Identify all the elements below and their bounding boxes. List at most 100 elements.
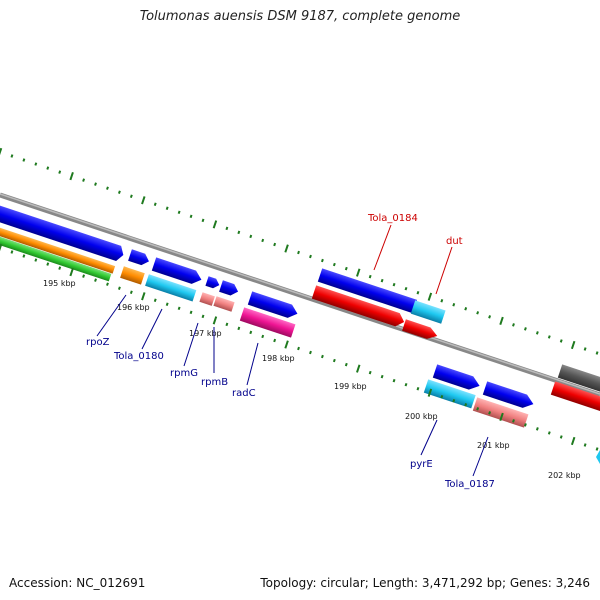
ruler-tick (106, 186, 109, 190)
feature-salmon-rpmb (213, 296, 235, 312)
ruler-tick (297, 250, 300, 255)
gene-label-tola0187: Tola_0187 (444, 479, 495, 490)
feature-red-1 (311, 285, 405, 327)
ruler-tick (380, 374, 384, 379)
ruler-tick (320, 354, 324, 359)
ruler-tick (212, 316, 218, 325)
leader-dut (435, 246, 453, 295)
ruler-tick (488, 315, 492, 319)
ruler-label-201: 201 kbp (477, 441, 510, 450)
ruler-tick (34, 258, 38, 262)
ruler-tick (499, 316, 504, 325)
ruler-tick (46, 166, 50, 170)
ruler-tick (10, 250, 14, 254)
ruler-tick (309, 254, 312, 259)
ruler-tick (237, 230, 241, 235)
ruler-tick (535, 427, 539, 431)
ruler-tick (427, 292, 433, 301)
gene-label-tola0180: Tola_0180 (113, 351, 164, 362)
ruler-tick (46, 262, 50, 266)
ruler-tick (129, 290, 133, 294)
ruler-tick (488, 411, 492, 415)
leader-tola0187 (472, 436, 489, 477)
ruler-tick (273, 338, 277, 343)
ruler-tick (499, 412, 504, 421)
feature-cyan-corner (596, 450, 600, 464)
ruler-tick (332, 262, 336, 267)
gene-label-radc: radC (232, 388, 256, 399)
feature-cyan-dut (410, 300, 446, 324)
gene-label-rpmb: rpmB (201, 377, 228, 388)
ruler-tick (404, 382, 408, 387)
ruler-tick (512, 323, 515, 327)
ruler-tick (189, 310, 193, 315)
ruler-tick (284, 244, 289, 253)
ruler-tick (452, 399, 456, 403)
ruler-tick (249, 330, 253, 335)
ruler-tick (583, 443, 587, 447)
gene-label-pyre: pyrE (410, 459, 433, 470)
leader-rpoz (96, 294, 127, 337)
ruler-tick (141, 292, 146, 301)
ruler-tick (117, 286, 121, 290)
ruler-tick (344, 362, 348, 367)
ruler-tick (165, 302, 169, 307)
ruler-outer-ticks (0, 147, 599, 355)
accession-text: Accession: NC_012691 (9, 576, 146, 590)
gene-label-dut: dut (446, 236, 463, 247)
ruler-tick (547, 431, 551, 435)
map-title: Tolumonas auensis DSM 9187, complete gen… (139, 9, 461, 24)
feature-blue-3 (205, 276, 220, 289)
ruler-tick (595, 447, 599, 451)
feature-red-2 (402, 319, 438, 339)
ruler-tick (464, 307, 468, 311)
feature-red-right (550, 381, 600, 414)
feature-blue-6 (432, 364, 480, 390)
feature-left-orange (0, 221, 116, 274)
gene-label-tola0184: Tola_0184 (367, 213, 418, 224)
feature-blue-2 (151, 257, 202, 284)
ruler-tick (512, 419, 515, 423)
ruler-tick (34, 162, 38, 166)
feature-blue-4 (219, 280, 239, 296)
ruler-tick (595, 351, 599, 355)
ruler-tick (0, 147, 3, 156)
leader-tola0184 (373, 224, 392, 271)
feature-blue-tola0184 (317, 268, 418, 314)
feature-left-green (0, 230, 112, 282)
ruler-tick (117, 190, 121, 194)
leader-pyre (420, 419, 438, 456)
ruler-tick (0, 243, 3, 252)
genome-backbone (0, 192, 600, 398)
ruler-tick (58, 170, 62, 174)
leader-rpmg (183, 322, 199, 367)
ruler-tick (535, 331, 539, 335)
ruler-tick (153, 202, 157, 207)
ruler-tick (58, 266, 62, 270)
feature-cyan-tola0180 (145, 274, 197, 302)
ruler-tick (583, 347, 587, 351)
ruler-tick (106, 282, 109, 286)
ruler-label-200: 200 kbp (405, 412, 438, 421)
ruler-tick (249, 234, 253, 239)
ruler-tick (94, 278, 97, 282)
ruler-tick (380, 278, 384, 283)
feature-gray-right (557, 364, 600, 397)
ruler-tick (344, 266, 348, 271)
ruler-tick (523, 327, 527, 331)
ruler-tick (10, 154, 14, 158)
ruler-tick (284, 340, 289, 349)
ruler-tick (201, 218, 205, 223)
ruler-tick (22, 158, 26, 162)
feature-cyan-pyre (423, 379, 476, 409)
ruler-tick (201, 314, 205, 319)
topology-text: Topology: circular; Length: 3,471,292 bp… (260, 576, 590, 590)
ruler-tick (22, 254, 26, 258)
feature-orange-rpoz (120, 266, 145, 285)
ruler-tick (177, 210, 181, 215)
ruler-tick (153, 298, 157, 303)
ruler-tick (189, 214, 193, 219)
ruler-tick (476, 311, 480, 315)
ruler-tick (392, 378, 396, 383)
ruler-inner-ticks (0, 243, 599, 451)
